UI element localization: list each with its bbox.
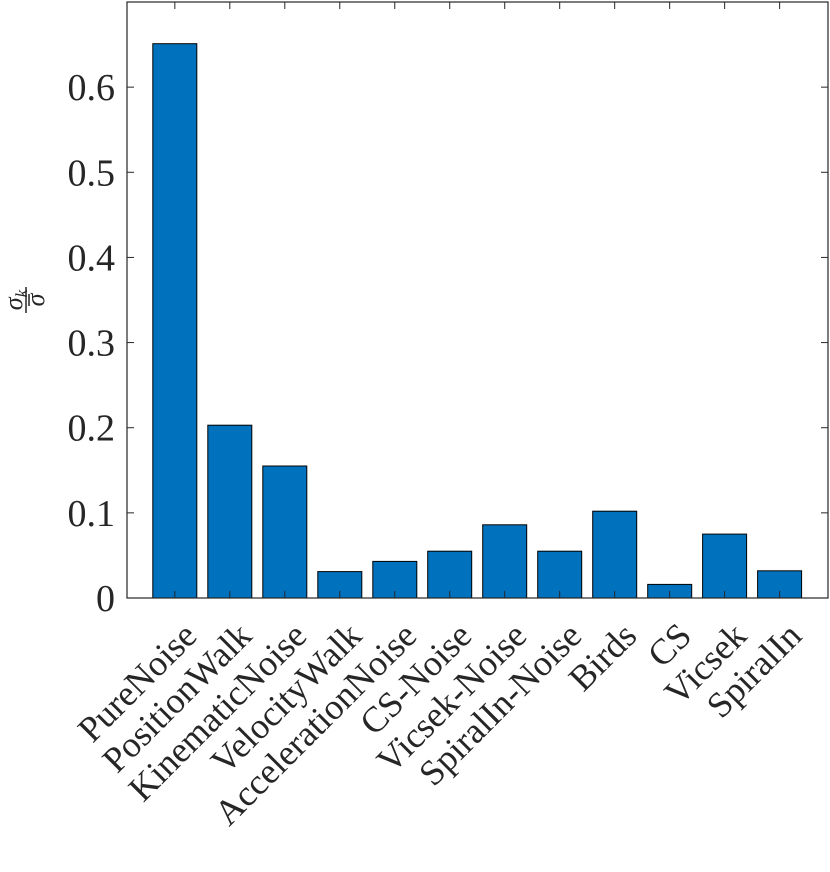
bar-purenoise <box>152 43 198 599</box>
y-tick-label: 0.4 <box>68 237 116 279</box>
y-ticks-group: 0 0.1 0.2 0.3 0.4 0.5 0.6 <box>68 67 828 620</box>
bar-positionwalk <box>207 424 253 599</box>
bar-vicsek <box>702 533 748 599</box>
y-tick-label: 0.5 <box>68 152 116 194</box>
y-axis-label-denominator: σ <box>21 292 50 306</box>
bar-vicsek-noise <box>482 524 528 599</box>
bar-spiralin-noise <box>537 550 583 599</box>
bar-cs-noise <box>427 550 473 599</box>
y-tick-label: 0.1 <box>68 493 116 535</box>
plot-box <box>126 1 829 599</box>
y-axis-label: σk σ <box>0 287 50 313</box>
y-tick-label: 0.6 <box>68 67 116 109</box>
y-tick-label: 0.2 <box>68 408 116 450</box>
y-tick-label: 0.3 <box>68 323 116 365</box>
bar-birds <box>592 510 638 599</box>
bar-kinematicnoise <box>262 465 308 599</box>
bars-group <box>152 43 803 599</box>
y-tick-label: 0 <box>96 578 115 620</box>
